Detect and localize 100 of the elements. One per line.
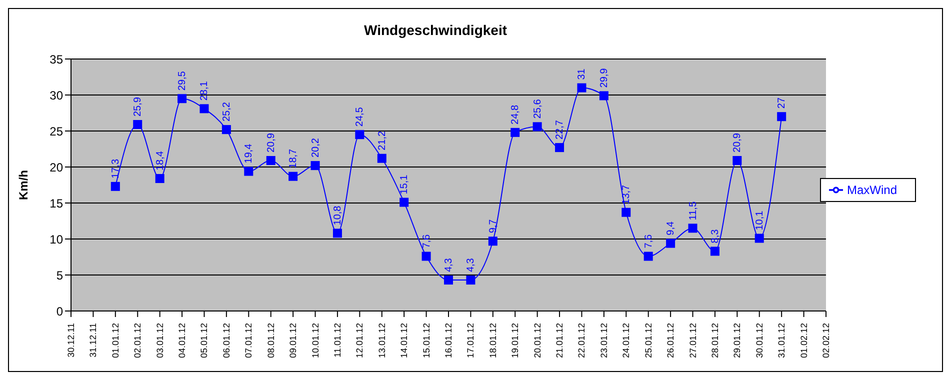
data-label: 24,8 xyxy=(510,104,522,124)
data-label: 19,4 xyxy=(244,143,255,164)
data-label: 29,5 xyxy=(177,70,188,91)
x-tick-label: 02.02.12 xyxy=(820,323,831,358)
x-tick-label: 27.01.12 xyxy=(688,323,698,358)
point xyxy=(377,154,386,163)
data-label: 7,6 xyxy=(421,234,432,248)
data-label: 25,9 xyxy=(132,96,144,117)
chart-title: Windgeschwindigkeit xyxy=(364,22,508,38)
x-tick-label: 25.01.12 xyxy=(643,323,654,358)
point xyxy=(688,224,698,233)
data-label: 29,9 xyxy=(598,68,610,88)
x-tick-label: 11.01.12 xyxy=(332,323,342,358)
point xyxy=(754,234,764,243)
point xyxy=(244,166,254,176)
point xyxy=(422,252,431,261)
point xyxy=(666,238,676,248)
point xyxy=(355,130,364,140)
data-label: 8,3 xyxy=(710,228,721,244)
point xyxy=(466,276,476,285)
x-tick-label: 06.01.12 xyxy=(221,323,232,358)
x-tick-label: 30.01.12 xyxy=(754,323,764,358)
x-tick-label: 10.01.12 xyxy=(310,323,320,358)
x-tick-label: 01.02.12 xyxy=(798,323,809,358)
point xyxy=(222,125,231,134)
x-tick-label: 08.01.12 xyxy=(266,323,276,358)
data-label: 11,5 xyxy=(688,201,699,220)
point xyxy=(133,120,142,130)
point xyxy=(777,112,786,122)
x-tick-label: 30.12.11 xyxy=(66,323,76,358)
legend-label: MaxWind xyxy=(846,182,897,197)
data-label: 25,2 xyxy=(221,102,232,122)
x-tick-label: 26.01.12 xyxy=(666,323,676,358)
y-tick-label: 30 xyxy=(50,88,64,102)
x-tick-label: 04.01.12 xyxy=(177,323,188,358)
point xyxy=(532,122,542,132)
data-label: 20,9 xyxy=(732,132,744,153)
x-tick-label: 28.01.12 xyxy=(710,323,720,358)
data-label: 4,3 xyxy=(466,258,477,272)
point xyxy=(332,228,342,238)
data-label: 9,7 xyxy=(488,218,499,234)
data-label: 18,7 xyxy=(288,148,300,168)
x-tick-label: 31.01.12 xyxy=(776,323,787,358)
point xyxy=(710,246,720,256)
y-tick-label: 25 xyxy=(50,124,64,138)
x-tick-label: 15.01.12 xyxy=(421,323,432,358)
data-label: 31 xyxy=(576,68,588,80)
point xyxy=(178,94,187,104)
x-tick-label: 12.01.12 xyxy=(354,323,365,358)
x-tick-label: 19.01.12 xyxy=(510,323,520,358)
data-label: 22,7 xyxy=(554,120,566,140)
data-label: 10,1 xyxy=(754,210,766,230)
point xyxy=(510,128,520,137)
data-label: 25,6 xyxy=(532,98,544,119)
y-axis-title: Km/h xyxy=(16,170,30,200)
x-tick-label: 02.01.12 xyxy=(132,323,143,358)
point xyxy=(444,276,453,285)
data-label: 4,3 xyxy=(443,258,454,272)
data-label: 18,4 xyxy=(154,150,166,171)
point xyxy=(555,143,564,152)
data-label: 9,4 xyxy=(666,220,677,236)
x-tick-label: 17.01.12 xyxy=(466,323,476,358)
x-tick-label: 18.01.12 xyxy=(488,323,498,358)
point xyxy=(599,91,608,100)
x-tick-label: 13.01.12 xyxy=(376,323,387,358)
data-label: 15,1 xyxy=(399,174,410,194)
point xyxy=(732,156,742,166)
y-tick-label: 10 xyxy=(50,232,64,246)
x-tick-label: 01.01.12 xyxy=(110,323,120,358)
data-label: 20,2 xyxy=(310,138,322,158)
point xyxy=(577,83,586,92)
x-tick-label: 31.12.11 xyxy=(88,323,98,358)
x-tick-label: 24.01.12 xyxy=(621,323,632,358)
data-label: 10,8 xyxy=(332,205,344,226)
y-tick-label: 0 xyxy=(56,304,64,318)
point xyxy=(622,208,631,217)
y-tick-label: 5 xyxy=(56,268,64,282)
y-tick-label: 15 xyxy=(50,196,64,210)
data-label: 28,1 xyxy=(199,80,210,101)
data-label: 21,2 xyxy=(376,130,388,150)
data-label: 27 xyxy=(776,97,788,109)
point xyxy=(400,198,409,207)
x-tick-label: 05.01.12 xyxy=(199,323,210,358)
y-tick-label: 35 xyxy=(50,52,64,66)
data-label: 20,9 xyxy=(266,132,277,153)
point xyxy=(110,182,120,191)
x-tick-label: 14.01.12 xyxy=(399,323,410,358)
point xyxy=(200,104,209,114)
y-tick-label: 20 xyxy=(50,160,64,174)
point xyxy=(266,156,276,166)
x-tick-label: 23.01.12 xyxy=(598,323,609,358)
x-tick-label: 09.01.12 xyxy=(288,323,298,358)
point xyxy=(488,236,498,246)
point xyxy=(310,161,320,170)
x-tick-label: 21.01.12 xyxy=(554,323,565,358)
x-tick-label: 16.01.12 xyxy=(443,323,454,358)
x-tick-label: 03.01.12 xyxy=(154,323,165,358)
data-label: 17,3 xyxy=(110,158,122,178)
point xyxy=(644,252,653,261)
point xyxy=(288,172,298,181)
